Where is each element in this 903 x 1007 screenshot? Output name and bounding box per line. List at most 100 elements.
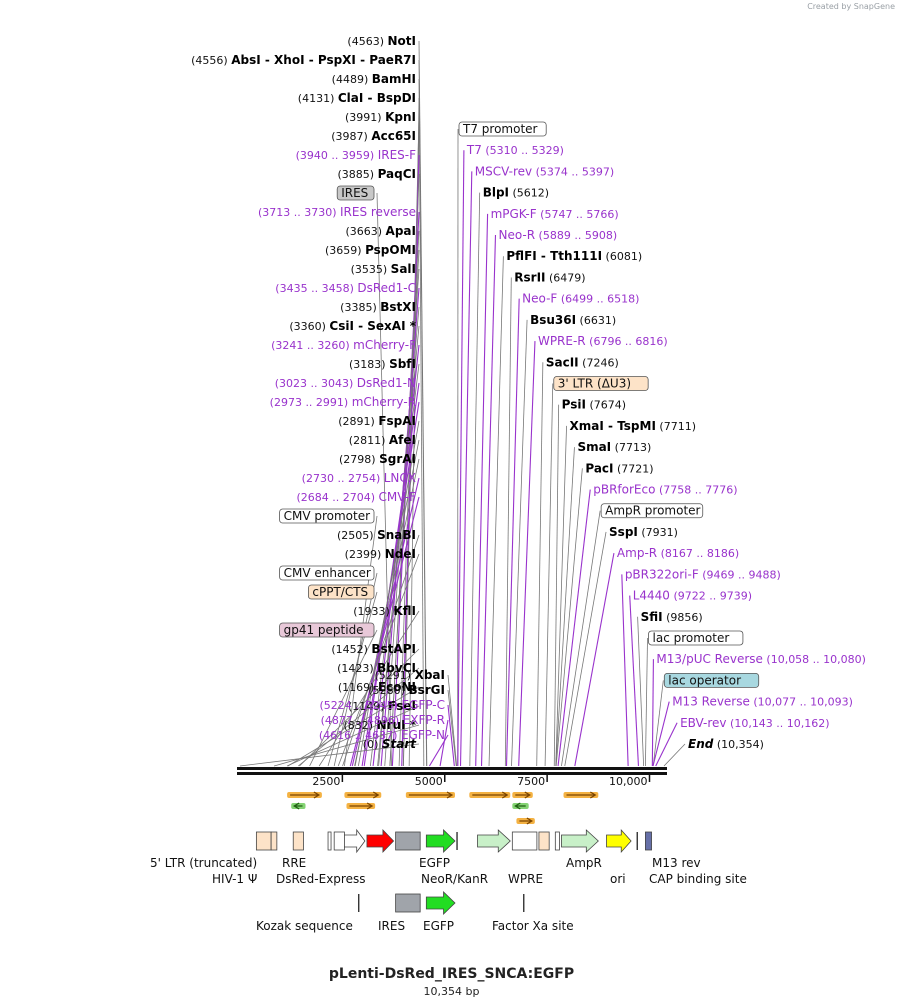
label-part: (4131) [298, 92, 338, 105]
label-part: Neo-R [498, 228, 535, 242]
label-text: (2730 .. 2754) LNCX [302, 471, 416, 485]
leader-line [318, 610, 420, 767]
label-text: Neo-F (6499 .. 6518) [522, 292, 639, 306]
feature-name-label: IRES [378, 919, 405, 933]
label-text: (2399) NdeI [345, 547, 416, 561]
label-text: (1423) BbvCI [337, 661, 416, 675]
feature-label-box [648, 630, 744, 646]
leader-line [561, 510, 601, 767]
leader-line [652, 680, 664, 767]
label-text: (2798) SgrAI [339, 452, 416, 466]
label-primer: EBV-rev (10,143 .. 10,162) [680, 716, 829, 730]
label-text: (1169) EcoNI [338, 680, 416, 694]
feature-name-label: RRE [282, 856, 306, 870]
label-enzyme: XmaI - TspMI (7711) [570, 419, 696, 433]
label-text: pBRforEco (7758 .. 7776) [593, 483, 737, 497]
feature-label-box [663, 672, 760, 688]
label-part: SspI [609, 525, 638, 539]
label-part: (1169) [338, 681, 378, 694]
leader-line [239, 743, 420, 767]
label-text: (3023 .. 3043) DsRed1-N [275, 376, 416, 390]
right-label-column: T7 promoter T7 (5310 .. 5329) MSCV-rev (53… [458, 121, 866, 751]
label-part: M13/pUC Reverse [656, 652, 763, 666]
label-part: (1149) [348, 700, 388, 713]
label-text: (3885) PaqCI [337, 167, 416, 181]
label-part: (5291) [375, 669, 415, 682]
mid-label-column: (5291) XbaI(5280) BsrGI(5224 .. 5245) EG… [319, 668, 445, 742]
label-enzyme: (1423) BbvCI [337, 661, 416, 675]
label-part: Bsu36I [530, 313, 576, 327]
orf-arrow [566, 791, 597, 799]
feature-label-box [336, 185, 375, 201]
label-feature: lac promoter [648, 630, 744, 646]
label-part: (2684 .. 2704) [296, 491, 378, 504]
label-enzyme: BlpI (5612) [483, 186, 549, 200]
label-part: Amp-R [617, 546, 657, 560]
label-enzyme: (2811) AfeI [349, 433, 416, 447]
label-part: (5224 .. 5245) [319, 699, 401, 712]
label-part: (8167 .. 8186) [657, 547, 739, 560]
label-part: RsrII [514, 270, 545, 284]
leader-line [651, 659, 654, 767]
label-part: SalI [391, 262, 416, 276]
label-enzyme: (4131) ClaI - BspDI [298, 91, 416, 105]
label-text: (3360) CsiI - SexAI * [289, 319, 416, 333]
label-part: (9856) [663, 611, 703, 624]
label-primer: (3023 .. 3043) DsRed1-N [275, 376, 416, 390]
label-text: (3663) ApaI [345, 224, 416, 238]
feature-block [395, 831, 421, 851]
label-text: (2973 .. 2991) mCherry-R [270, 395, 416, 409]
label-part: (6479) [546, 271, 586, 284]
label-part: EGFP-N [401, 728, 445, 742]
sequence-backbone: 2500 5000 7500 10,000 [237, 767, 667, 788]
orf-arrow [293, 802, 303, 810]
label-primer: (4877 .. 4896) EXFP-R [321, 713, 445, 727]
feature-label-box [600, 503, 704, 519]
leader-line [555, 425, 567, 767]
label-part: CsiI - SexAI * [329, 319, 416, 333]
label-text: (1452) BstAPI [331, 642, 416, 656]
feature-block [327, 831, 332, 851]
label-part: NruI * [377, 718, 417, 732]
label-enzyme: (1169) EcoNI [338, 680, 416, 694]
label-part: (9722 .. 9739) [670, 590, 752, 603]
leader-line [621, 574, 629, 767]
label-enzyme: (3360) CsiI - SexAI * [289, 319, 416, 333]
label-enzyme: (1933) KflI [353, 604, 416, 618]
label-part: FseI [388, 699, 416, 713]
label-text: mPGK-F (5747 .. 5766) [491, 207, 619, 221]
label-text: MSCV-rev (5374 .. 5397) [475, 164, 614, 178]
leader-line [655, 722, 678, 767]
label-part: SgrAI [379, 452, 416, 466]
label-text: M13 Reverse (10,077 .. 10,093) [672, 695, 853, 709]
label-part: (10,058 .. 10,080) [763, 653, 866, 666]
feature-label-box [458, 121, 547, 137]
label-part: BlpI [483, 186, 509, 200]
label-part: (6081) [602, 250, 642, 263]
label-feature: IRES [336, 185, 375, 201]
label-primer: WPRE-R (6796 .. 6816) [538, 334, 668, 348]
feature-name-label: DsRed-Express [276, 872, 365, 886]
label-text: (2811) AfeI [349, 433, 416, 447]
label-part: EGFP-C [402, 698, 445, 712]
label-text: (1149) FseI [348, 699, 416, 713]
leader-line [457, 150, 465, 767]
leader-line [447, 674, 458, 767]
feature-label-box [553, 376, 649, 391]
feature-label-text: AmpR promoter [605, 504, 700, 518]
label-text: SmaI (7713) [577, 440, 651, 454]
feature-label-text: 3' LTR (ΔU3) [558, 376, 631, 390]
feature-label-text: cPPT/CTS [312, 585, 368, 599]
label-primer: (3435 .. 3458) DsRed1-C [275, 281, 416, 295]
label-primer: L4440 (9722 .. 9739) [633, 589, 752, 603]
label-text: PflFI - Tth111I (6081) [506, 249, 642, 263]
backbone-top-strand [237, 767, 667, 770]
feature-name-label: AmpR [566, 856, 602, 870]
leader-line [488, 256, 504, 767]
label-text: (4489) BamHI [332, 72, 416, 86]
label-part: mPGK-F [491, 207, 537, 221]
label-primer: pBRforEco (7758 .. 7776) [593, 483, 737, 497]
label-part: BbvCI [377, 661, 416, 675]
feature-name-label: Kozak sequence [256, 919, 353, 933]
label-primer: (4616 .. 4637) EGFP-N [319, 728, 445, 742]
